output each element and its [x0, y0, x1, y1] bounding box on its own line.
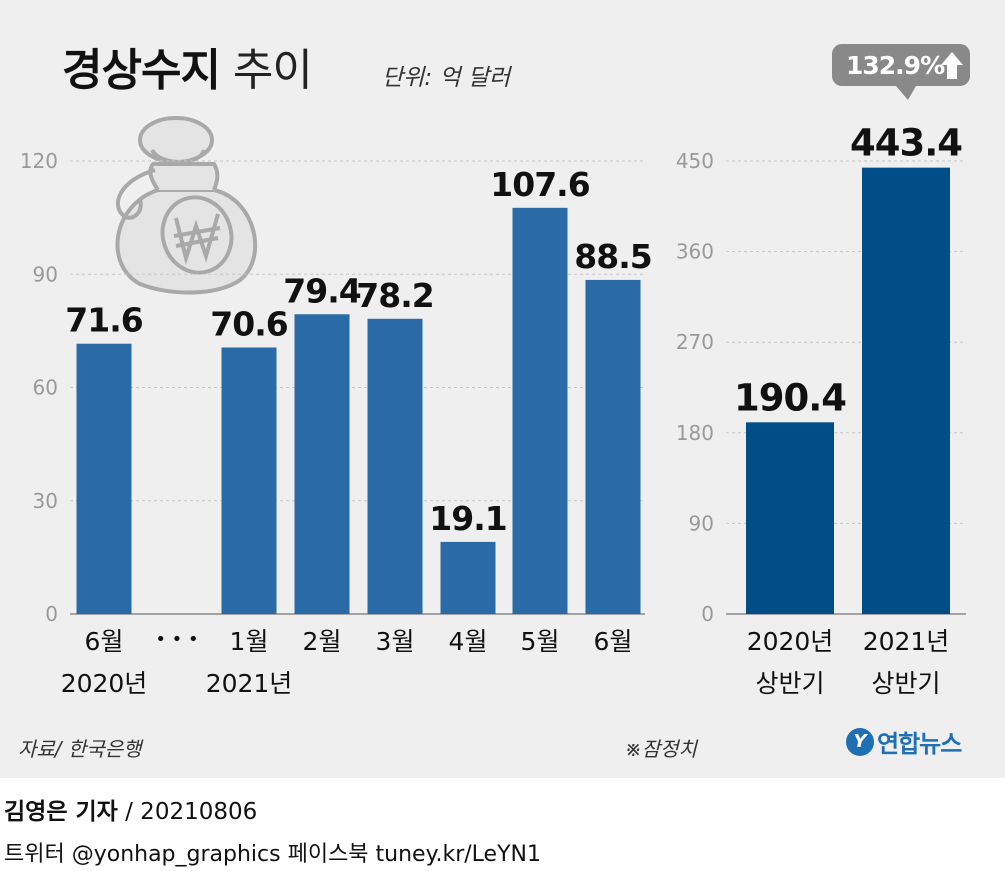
left-bar-value-label: 19.1 — [429, 499, 506, 538]
growth-callout-bubble — [832, 44, 970, 86]
right-bar — [862, 167, 950, 615]
left-x-tick-label: 4월 — [449, 627, 488, 656]
chart-title-sub: 추이 — [232, 45, 313, 96]
left-bar — [367, 318, 423, 614]
credit-date: / 20210806 — [125, 799, 258, 825]
right-x-tick-sublabel: 상반기 — [871, 669, 940, 698]
right-y-tick-label: 180 — [676, 421, 714, 445]
right-bar-value-label: 443.4 — [850, 122, 962, 165]
left-y-tick-label: 0 — [45, 602, 58, 626]
unit-label: 단위: 억 달러 — [382, 65, 511, 91]
right-y-tick-label: 0 — [701, 602, 714, 626]
right-x-tick-label: 2020년 — [747, 627, 834, 656]
source-label: 자료/ 한국은행 — [18, 737, 142, 761]
left-y-tick-label: 30 — [33, 489, 58, 513]
yonhap-logo-icon: Y — [846, 727, 874, 756]
left-bar-value-label: 88.5 — [574, 237, 651, 276]
credit-author: 김영은 기자 — [4, 799, 118, 825]
gap-ellipsis: • • • — [155, 629, 198, 650]
chart-title: 경상수지 추이 — [62, 34, 313, 98]
right-x-tick-label: 2021년 — [863, 627, 950, 656]
left-bar — [585, 279, 641, 614]
left-x-tick-label: 2월 — [303, 627, 342, 656]
left-bar-value-label: 78.2 — [356, 276, 433, 315]
right-y-tick-label: 270 — [676, 330, 714, 354]
growth-callout-text: 132.9% — [846, 51, 945, 80]
right-y-tick-label: 450 — [676, 149, 714, 173]
left-y-tick-label: 120 — [20, 149, 58, 173]
right-x-tick-sublabel: 상반기 — [755, 669, 824, 698]
left-bar-value-label: 71.6 — [65, 301, 142, 340]
yonhap-logo-text: 연합뉴스 — [877, 730, 962, 758]
left-bar — [294, 314, 350, 614]
yonhap-logo: Y 연합뉴스 — [846, 724, 962, 759]
left-y-tick-label: 60 — [33, 376, 58, 400]
bar-charts: 0 30 60 90 120 71.6 6월 2020년 70.6 1월 2021년 79.4 2월 78… — [20, 44, 970, 698]
left-y-tick-label: 90 — [33, 262, 58, 286]
chart-title-main: 경상수지 — [62, 45, 221, 96]
credit-social: 트위터 @yonhap_graphics 페이스북 tuney.kr/LeYN1 — [4, 842, 541, 867]
left-x-tick-label: 3월 — [376, 627, 415, 656]
left-x-tick-label: 6월 — [594, 627, 633, 656]
money-bag-icon — [115, 116, 258, 295]
right-y-tick-label: 90 — [689, 511, 714, 535]
credit-line: 김영은 기자 / 20210806 — [4, 792, 257, 826]
growth-callout-pointer — [896, 86, 916, 100]
left-x-tick-label: 1월 — [230, 627, 269, 656]
left-bar — [76, 343, 132, 614]
left-x-tick-label: 5월 — [521, 627, 560, 656]
left-bar — [512, 207, 568, 614]
provisional-note: ※잠정치 — [625, 737, 697, 761]
left-bar — [440, 541, 496, 614]
left-bar-value-label: 79.4 — [283, 271, 360, 310]
left-bar-value-label: 107.6 — [490, 165, 589, 204]
right-bar — [746, 422, 834, 614]
right-bar-value-label: 190.4 — [734, 376, 846, 419]
right-y-tick-label: 360 — [676, 240, 714, 264]
left-x-tick-label: 6월 — [85, 627, 124, 656]
left-bar — [221, 347, 277, 614]
left-x-tick-sublabel: 2020년 — [61, 669, 148, 698]
up-arrow-icon — [941, 52, 963, 79]
left-x-tick-sublabel: 2021년 — [206, 669, 293, 698]
left-bar-value-label: 70.6 — [210, 304, 287, 343]
